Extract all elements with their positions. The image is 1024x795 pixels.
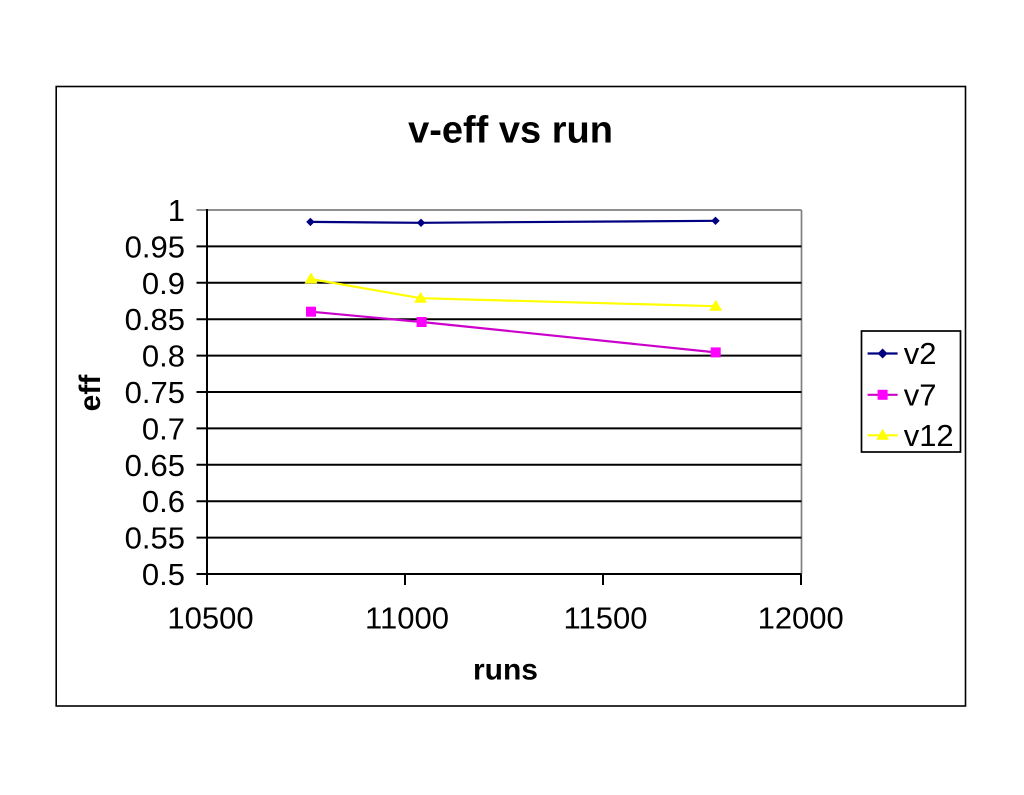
svg-text:eff: eff xyxy=(74,374,107,412)
svg-text:v7: v7 xyxy=(904,377,937,412)
svg-text:0.5: 0.5 xyxy=(142,557,185,592)
svg-text:v-eff vs run: v-eff vs run xyxy=(408,110,613,152)
svg-text:12000: 12000 xyxy=(758,601,844,636)
svg-text:1: 1 xyxy=(168,193,185,228)
svg-text:10500: 10500 xyxy=(167,601,253,636)
svg-text:0.9: 0.9 xyxy=(142,266,185,301)
svg-text:11500: 11500 xyxy=(564,601,648,636)
svg-text:0.75: 0.75 xyxy=(125,375,185,410)
svg-text:11000: 11000 xyxy=(365,601,449,636)
svg-text:0.7: 0.7 xyxy=(142,411,185,446)
svg-text:v2: v2 xyxy=(904,336,937,371)
svg-text:0.95: 0.95 xyxy=(125,229,185,264)
svg-text:v12: v12 xyxy=(904,418,954,453)
svg-text:runs: runs xyxy=(473,654,538,687)
svg-text:0.65: 0.65 xyxy=(125,448,185,483)
svg-text:0.85: 0.85 xyxy=(125,302,185,337)
svg-text:0.6: 0.6 xyxy=(142,484,185,519)
svg-text:0.55: 0.55 xyxy=(125,521,185,556)
svg-text:0.8: 0.8 xyxy=(142,339,185,374)
